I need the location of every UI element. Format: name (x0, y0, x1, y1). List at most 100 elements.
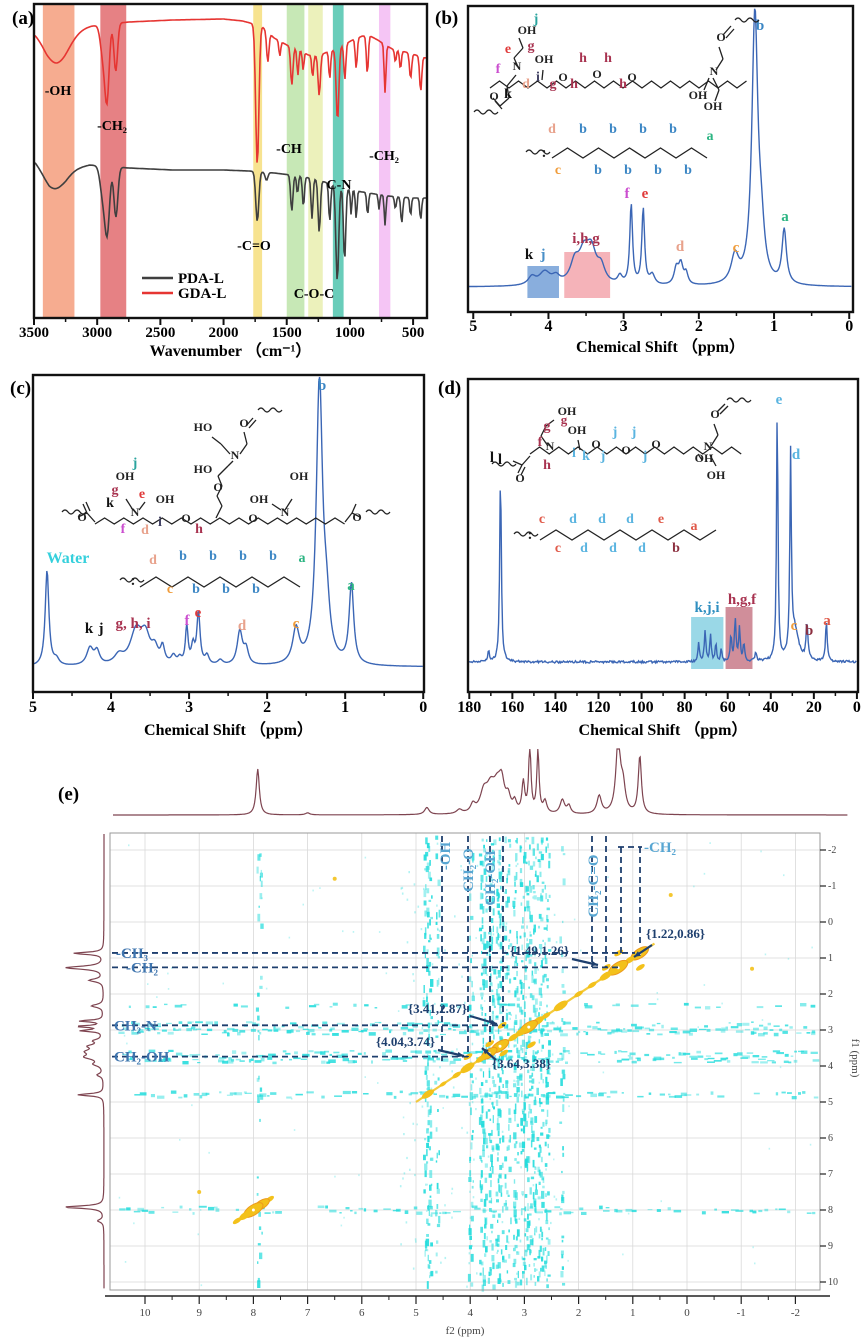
contour-noise (534, 1148, 537, 1150)
atom-label: b (192, 582, 200, 597)
contour-noise (542, 1186, 545, 1189)
legend-label: GDA-L (178, 286, 226, 302)
contour-noise (523, 1258, 526, 1261)
contour-noise (469, 893, 471, 901)
contour-noise (499, 1004, 507, 1006)
contour-noise (482, 938, 485, 944)
contour-noise (626, 1209, 633, 1212)
contour-noise (343, 1058, 349, 1061)
contour-noise (214, 1207, 218, 1209)
contour-noise (285, 1053, 290, 1055)
contour-speck (513, 1080, 515, 1082)
contour-noise (509, 1167, 512, 1172)
contour-noise (590, 1094, 597, 1098)
contour-speck (445, 1257, 447, 1259)
band-label: -CH₂ (369, 149, 399, 164)
panel-d-13c-nmr-spectrum: 180160140120100806040200Chemical Shift （… (430, 362, 865, 748)
contour-noise (437, 1109, 439, 1112)
contour-speck (541, 1050, 543, 1052)
contour-speck (500, 1137, 502, 1139)
contour-noise (635, 1026, 642, 1029)
contour-noise (479, 854, 482, 857)
contour-noise (545, 1163, 548, 1167)
contour-noise (674, 1062, 682, 1063)
plot-border (33, 375, 424, 692)
contour-noise (499, 872, 502, 880)
contour-noise (339, 1212, 341, 1213)
contour-noise (383, 1028, 389, 1030)
contour-speck (404, 1172, 406, 1174)
contour-speck (125, 1261, 127, 1263)
atom-label: b (179, 549, 187, 564)
contour-noise (489, 1272, 491, 1277)
panel-letter: (d) (438, 378, 461, 399)
x-tick-label: 20 (806, 699, 822, 716)
contour-noise (714, 1060, 722, 1062)
x-tick-label: 140 (543, 699, 567, 716)
contour-noise (403, 1060, 407, 1062)
y-axis-title: f1 (ppm) (849, 1039, 861, 1078)
contour-noise (493, 1084, 496, 1087)
atom-label: OH (156, 492, 175, 506)
contour-noise (424, 855, 427, 861)
contour-noise (424, 1164, 427, 1171)
contour-noise (546, 1123, 547, 1126)
contour-noise (499, 913, 502, 918)
contour-noise (482, 1106, 483, 1114)
contour-noise (560, 1208, 563, 1210)
atom-label: h (195, 522, 203, 537)
contour-noise (546, 1213, 548, 1221)
contour-speck (409, 1169, 411, 1171)
atom-label: h (543, 458, 551, 473)
contour-noise (648, 1003, 656, 1005)
contour-noise (542, 958, 544, 960)
contour-noise (547, 1110, 549, 1117)
structure-bond (522, 456, 530, 465)
contour-noise (350, 1210, 353, 1212)
contour-noise (548, 1144, 550, 1148)
contour-noise (486, 839, 487, 842)
contour-noise (195, 1021, 203, 1023)
contour-noise (257, 1094, 261, 1096)
contour-noise (711, 1091, 714, 1094)
contour-noise (798, 1092, 801, 1095)
contour-noise (546, 1278, 547, 1281)
contour-noise (469, 1236, 472, 1240)
contour-noise (530, 915, 533, 923)
y-tick-label: 9 (828, 1241, 833, 1252)
contour-noise (329, 1029, 332, 1032)
contour-noise (513, 977, 516, 980)
contour-noise (541, 1257, 543, 1262)
contour-noise (522, 1040, 525, 1047)
contour-noise (424, 985, 425, 993)
contour-speck (693, 886, 695, 888)
atom-label: g (544, 419, 551, 434)
contour-noise (559, 1122, 562, 1124)
atom-label: c (555, 541, 561, 556)
contour-noise (534, 1258, 537, 1260)
atom-label: h (604, 51, 612, 66)
contour-noise (251, 1059, 254, 1062)
contour-noise (536, 1184, 538, 1190)
contour-noise (330, 1054, 333, 1056)
atom-label: d (149, 553, 157, 568)
contour-noise (788, 1062, 791, 1064)
contour-noise (486, 1111, 488, 1118)
contour-noise (296, 1094, 303, 1096)
contour-noise (534, 1100, 537, 1105)
contour-noise (473, 1180, 474, 1183)
contour-noise (514, 1113, 515, 1121)
contour-speck (539, 1102, 541, 1104)
cross-peak-annotation: {3.64,3.38} (492, 1056, 551, 1071)
contour-noise (259, 1032, 261, 1035)
contour-speck (343, 1217, 345, 1219)
contour-noise (548, 1239, 551, 1245)
panel-c-1h-nmr-spectrum: 543210Chemical Shift （ppm）(c)Waterkjg, h… (0, 362, 430, 748)
contour-noise (126, 1207, 131, 1210)
contour-noise (482, 1007, 484, 1011)
contour-noise (483, 959, 486, 967)
contour-speck (475, 1078, 477, 1080)
contour-noise (516, 1236, 518, 1240)
contour-noise (257, 1261, 258, 1264)
contour-speck (502, 1221, 504, 1223)
